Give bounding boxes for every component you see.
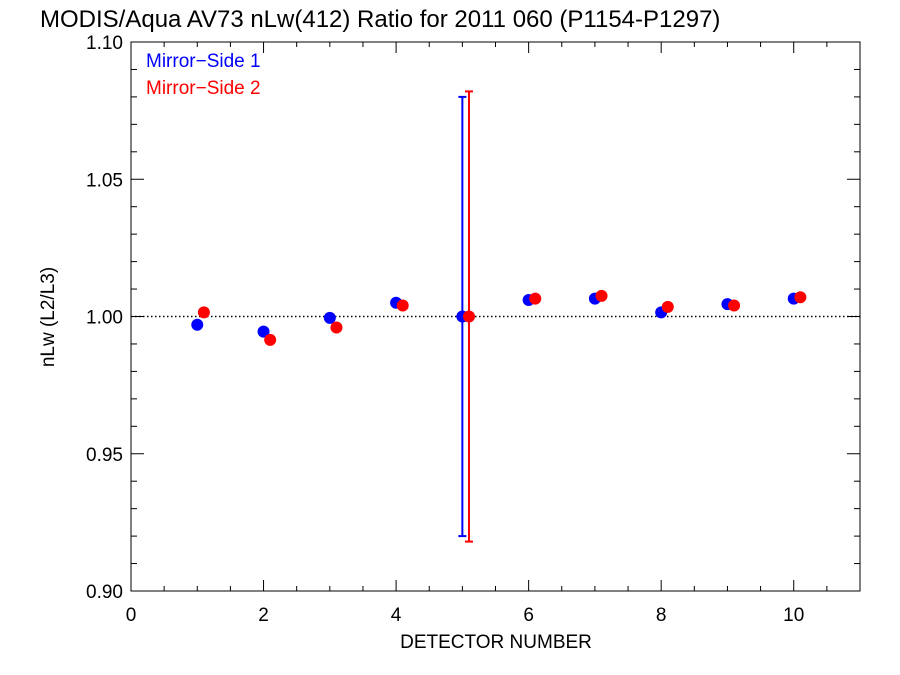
x-tick-label: 8 <box>656 605 667 626</box>
data-point-series-2 <box>330 321 343 334</box>
y-tick-label: 1.05 <box>86 170 123 191</box>
data-point-series-2 <box>794 291 807 304</box>
x-tick-label: 6 <box>523 605 534 626</box>
x-tick-label: 10 <box>783 605 804 626</box>
data-point-series-2 <box>529 292 542 305</box>
data-point-series-2 <box>595 289 608 302</box>
data-point-series-2 <box>661 300 674 313</box>
data-point-series-2 <box>264 333 277 346</box>
x-tick-label: 0 <box>126 605 137 626</box>
x-tick-label: 4 <box>391 605 402 626</box>
chart-title: MODIS/Aqua AV73 nLw(412) Ratio for 2011 … <box>40 6 720 33</box>
data-point-series-1 <box>191 318 204 331</box>
data-point-series-2 <box>728 299 741 312</box>
legend-entry-1: Mirror−Side 1 <box>146 51 261 72</box>
legend-entry-2: Mirror−Side 2 <box>146 78 261 99</box>
y-tick-label: 0.95 <box>86 445 123 466</box>
data-point-series-2 <box>462 310 475 323</box>
data-point-series-2 <box>396 299 409 312</box>
y-axis-label: nLw (L2/L3) <box>38 267 59 367</box>
y-tick-label: 1.10 <box>86 33 123 54</box>
data-point-series-2 <box>197 306 210 319</box>
x-axis-label: DETECTOR NUMBER <box>400 632 592 653</box>
x-tick-label: 2 <box>258 605 269 626</box>
data-point-series-1 <box>323 311 336 324</box>
data-point-series-1 <box>257 325 270 338</box>
y-tick-label: 0.90 <box>86 582 123 603</box>
y-tick-label: 1.00 <box>86 308 123 329</box>
